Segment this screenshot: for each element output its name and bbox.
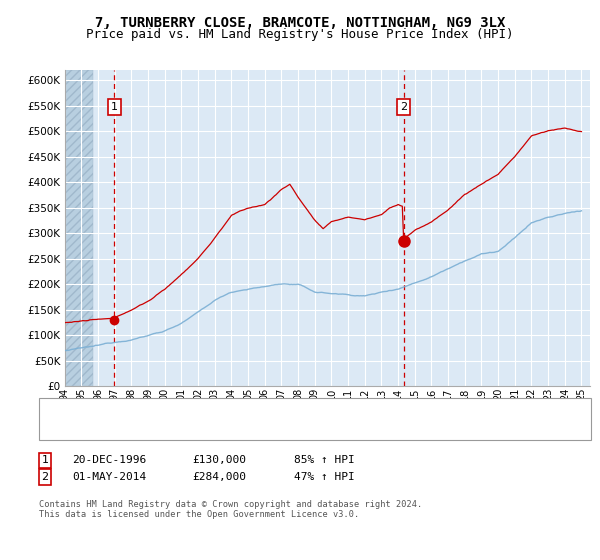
Text: 47% ↑ HPI: 47% ↑ HPI [294, 472, 355, 482]
Bar [65, 70, 93, 386]
Text: 1: 1 [41, 455, 49, 465]
Text: 2: 2 [41, 472, 49, 482]
Text: 2: 2 [400, 102, 407, 112]
Text: HPI: Average price, detached house, Broxtowe: HPI: Average price, detached house, Brox… [76, 423, 335, 433]
Text: 7, TURNBERRY CLOSE, BRAMCOTE, NOTTINGHAM, NG9 3LX (detached house): 7, TURNBERRY CLOSE, BRAMCOTE, NOTTINGHAM… [76, 404, 464, 414]
Text: Contains HM Land Registry data © Crown copyright and database right 2024.
This d: Contains HM Land Registry data © Crown c… [39, 500, 422, 519]
Text: 85% ↑ HPI: 85% ↑ HPI [294, 455, 355, 465]
Text: 01-MAY-2014: 01-MAY-2014 [72, 472, 146, 482]
Text: Price paid vs. HM Land Registry's House Price Index (HPI): Price paid vs. HM Land Registry's House … [86, 28, 514, 41]
Text: £130,000: £130,000 [192, 455, 246, 465]
Text: 1: 1 [111, 102, 118, 112]
Text: 20-DEC-1996: 20-DEC-1996 [72, 455, 146, 465]
Text: 7, TURNBERRY CLOSE, BRAMCOTE, NOTTINGHAM, NG9 3LX: 7, TURNBERRY CLOSE, BRAMCOTE, NOTTINGHAM… [95, 16, 505, 30]
Text: £284,000: £284,000 [192, 472, 246, 482]
